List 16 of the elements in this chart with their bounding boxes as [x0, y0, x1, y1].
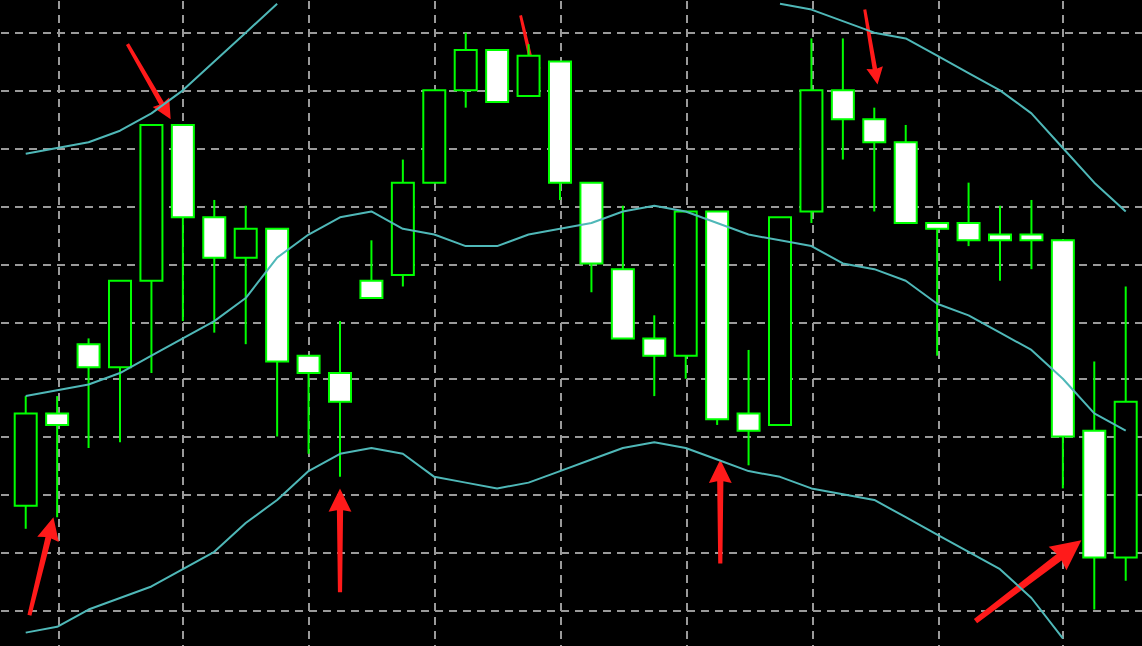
- candlestick: [328, 320, 352, 478]
- candlestick: [1019, 198, 1044, 271]
- candlestick: [642, 314, 667, 398]
- candlestick: [862, 106, 887, 213]
- candlestick: [233, 204, 258, 346]
- candlestick: [45, 395, 70, 519]
- candlestick: [296, 354, 321, 455]
- candlestick: [359, 239, 384, 300]
- candlestick: [925, 222, 950, 357]
- candlestick: [956, 181, 981, 248]
- candlestick: [830, 37, 855, 161]
- candlestick: [988, 204, 1012, 282]
- candlestick: [453, 31, 478, 109]
- candlestick: [736, 348, 761, 467]
- candlestick: [202, 198, 227, 334]
- candlestick: [76, 337, 101, 450]
